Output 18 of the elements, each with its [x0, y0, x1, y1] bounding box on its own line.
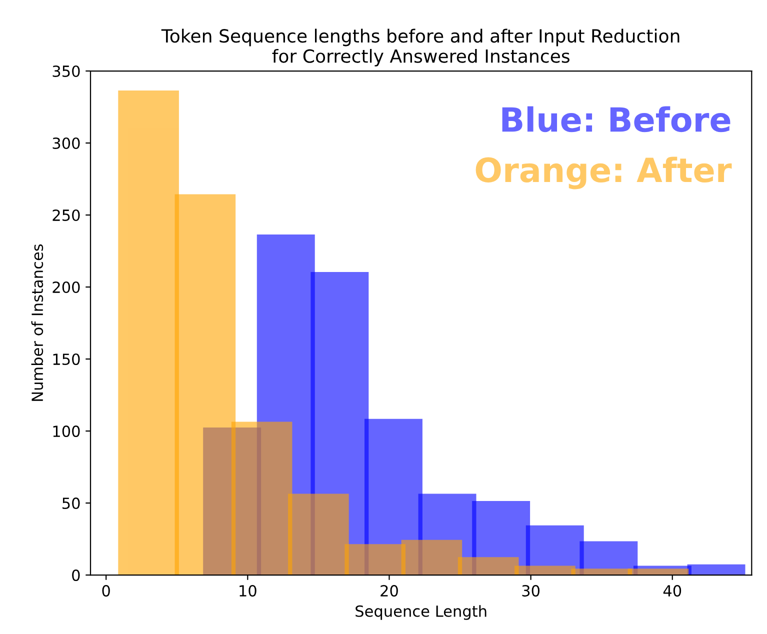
text: Orange: After: [476, 156, 732, 190]
y-tick-label: 100: [53, 425, 80, 438]
x-tick-label: 30: [522, 585, 540, 597]
chart-title: Token Sequence lengths before and after Input Reduction for Correctly Answered Instances: [161, 28, 680, 66]
x-tick-label: 10: [240, 585, 256, 597]
y-tick-label: 150: [53, 353, 80, 366]
y-axis-title: Number of Instances: [31, 244, 44, 401]
y-tick-label: 0: [72, 570, 80, 582]
y-tick-label: 50: [62, 498, 80, 510]
text: Blue: Before: [502, 106, 730, 132]
x-tick-label: 40: [663, 585, 682, 597]
y-tick-label: 250: [52, 209, 80, 222]
x-tick-label: 0: [102, 585, 110, 597]
x-axis-title: Sequence Length: [356, 605, 486, 620]
y-tick-label: 200: [52, 281, 80, 294]
x-tick-label: 20: [380, 585, 398, 597]
y-tick-label: 350: [52, 65, 80, 78]
y-tick-label: 300: [52, 137, 80, 150]
